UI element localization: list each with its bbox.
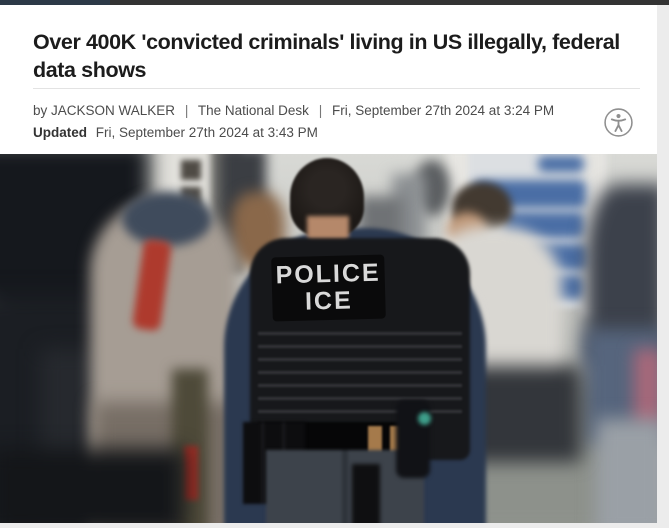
photo-belt-keeper (368, 426, 382, 454)
top-bar-accent (0, 0, 110, 5)
updated-row: Updated Fri, September 27th 2024 at 3:43… (33, 125, 318, 140)
photo-shadow (0, 449, 185, 523)
accessibility-widget-button[interactable] (603, 107, 634, 138)
photo-right-figure (596, 419, 657, 523)
photo-blue-sign-text (538, 156, 584, 172)
byline-outlet: The National Desk (197, 103, 309, 118)
page-title: Over 400K 'convicted criminals' living i… (33, 30, 620, 83)
header-divider (33, 88, 640, 89)
byline-separator: | (318, 103, 323, 118)
updated-datetime: Fri, September 27th 2024 at 3:43 PM (95, 125, 318, 140)
article-header: Over 400K 'convicted criminals' living i… (0, 5, 657, 154)
photo-red-object (184, 446, 198, 500)
byline-published-datetime: Fri, September 27th 2024 at 3:24 PM (331, 103, 555, 118)
updated-label: Updated (33, 125, 87, 140)
photo-officer-strap (352, 464, 380, 523)
article-photo: POLICE ICE (0, 154, 657, 523)
byline-author: JACKSON WALKER (51, 103, 176, 118)
byline-prefix: by (33, 103, 48, 118)
vest-patch-text-ice: ICE (304, 286, 354, 316)
byline: by JACKSON WALKER | The National Desk | … (33, 103, 554, 118)
photo-hoodie-person-hood (122, 192, 212, 246)
photo-gear-detail (418, 412, 431, 425)
ice-vest-patch: POLICE ICE (271, 254, 386, 322)
top-bar (0, 0, 669, 5)
vest-patch-text-police: POLICE (275, 258, 382, 290)
accessibility-person-icon (603, 108, 634, 141)
photo-vest-molle-straps (258, 332, 462, 422)
photo-right-figure (634, 349, 657, 429)
byline-separator: | (184, 103, 189, 118)
